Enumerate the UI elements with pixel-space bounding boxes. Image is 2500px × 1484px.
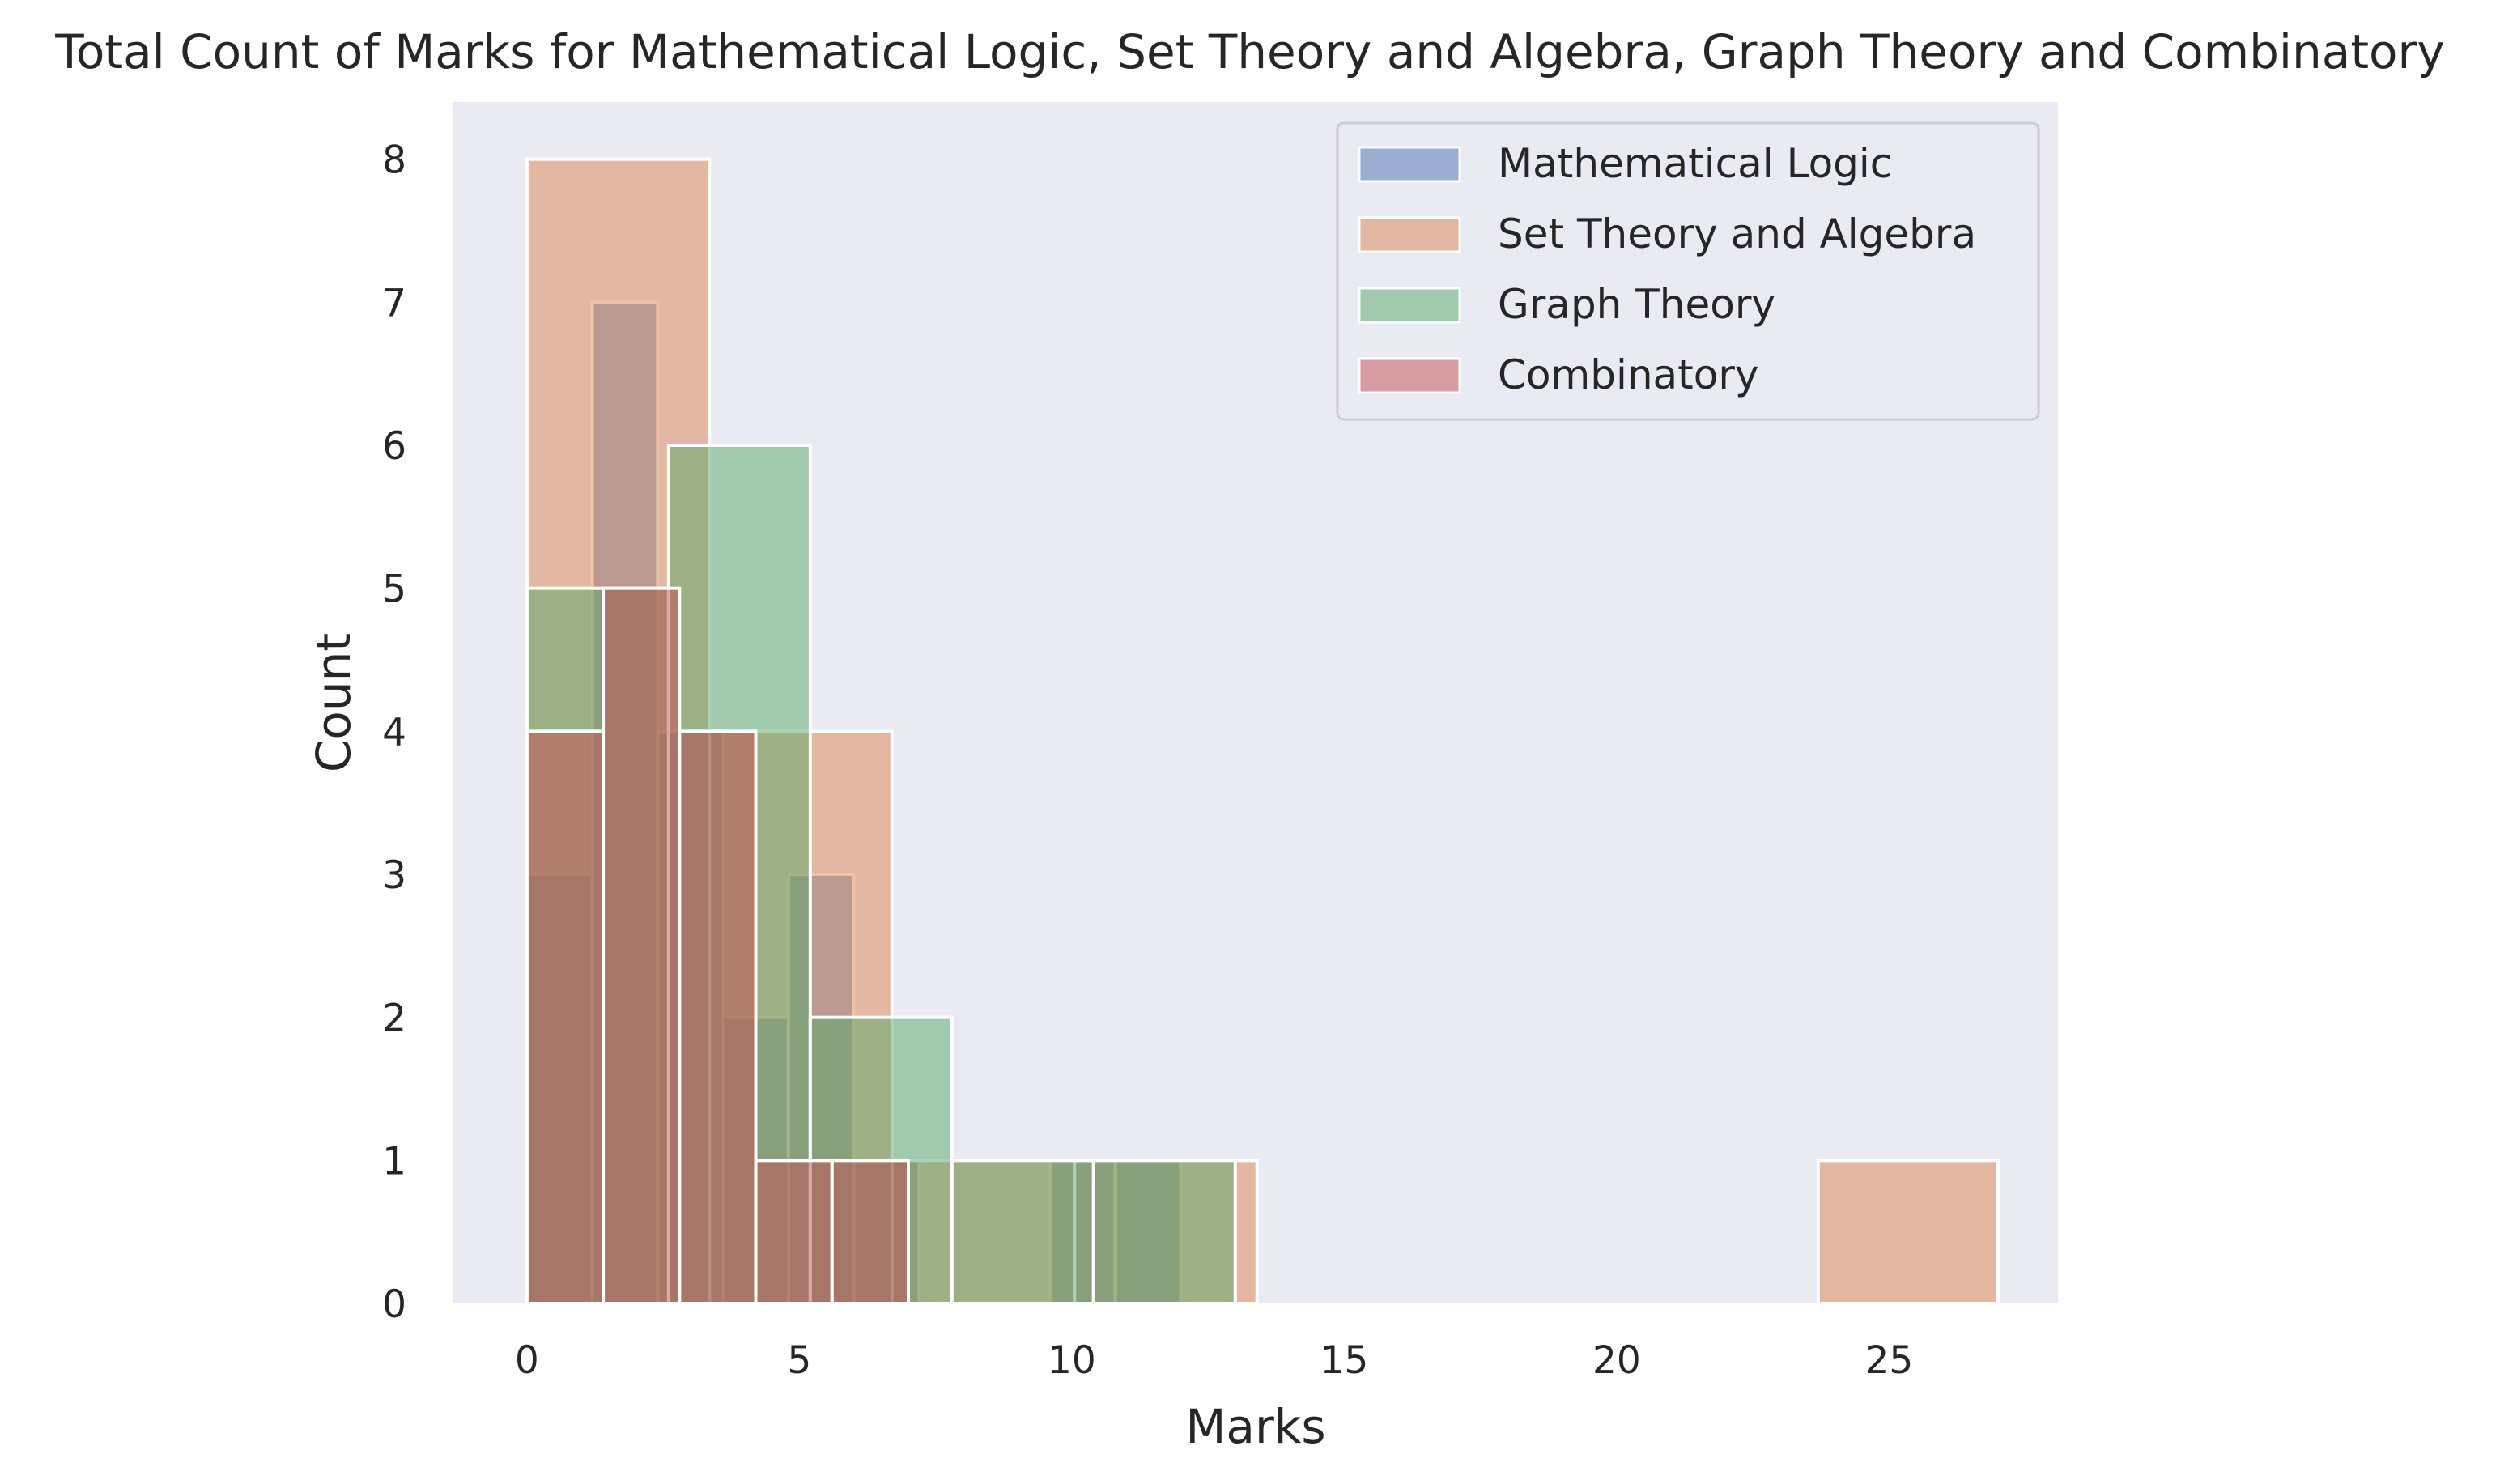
histogram-bar	[602, 586, 682, 1305]
y-tick-label: 0	[382, 1282, 406, 1327]
series-3-bars	[525, 586, 910, 1306]
chart-title: Total Count of Marks for Mathematical Lo…	[54, 24, 2444, 79]
y-axis-label: Count	[306, 633, 361, 772]
x-tick-label: 15	[1320, 1338, 1368, 1383]
x-tick-label: 5	[787, 1338, 811, 1383]
x-tick-label: 25	[1864, 1338, 1913, 1383]
y-tick-label: 8	[382, 138, 406, 183]
legend-label: Set Theory and Algebra	[1498, 210, 1976, 257]
histogram-bar	[950, 1159, 1095, 1306]
legend-box	[1336, 121, 2040, 421]
y-tick-label: 4	[382, 710, 406, 755]
histogram-bar	[830, 1159, 910, 1306]
legend-swatch	[1358, 357, 1461, 394]
y-tick-label: 3	[382, 853, 406, 898]
x-tick-label: 0	[515, 1338, 539, 1383]
x-tick-label: 20	[1592, 1338, 1641, 1383]
histogram-bar	[754, 1159, 834, 1306]
legend-label: Mathematical Logic	[1498, 140, 1892, 187]
x-axis-label: Marks	[1185, 1399, 1325, 1454]
y-tick-label: 5	[382, 568, 406, 612]
x-axis-ticks: 0 5 10 15 20 25	[515, 1338, 1913, 1383]
histogram-bar	[1816, 1159, 2000, 1306]
y-tick-label: 2	[382, 997, 406, 1041]
histogram-bar	[1091, 1159, 1237, 1306]
y-axis-ticks: 0 1 2 3 4 5 6 7 8	[382, 138, 406, 1327]
y-tick-label: 7	[382, 281, 406, 325]
histogram-bar	[678, 729, 758, 1305]
x-tick-label: 10	[1048, 1338, 1096, 1383]
histogram-bar	[525, 729, 606, 1305]
y-tick-label: 6	[382, 424, 406, 469]
legend-label: Graph Theory	[1498, 281, 1775, 328]
legend-swatch	[1358, 216, 1461, 253]
legend: Mathematical Logic Set Theory and Algebra…	[1336, 121, 2040, 421]
legend-label: Combinatory	[1498, 351, 1759, 398]
legend-swatch	[1358, 146, 1461, 183]
histogram-bars	[525, 157, 2000, 1306]
legend-swatch	[1358, 287, 1461, 324]
y-tick-label: 1	[382, 1139, 406, 1184]
